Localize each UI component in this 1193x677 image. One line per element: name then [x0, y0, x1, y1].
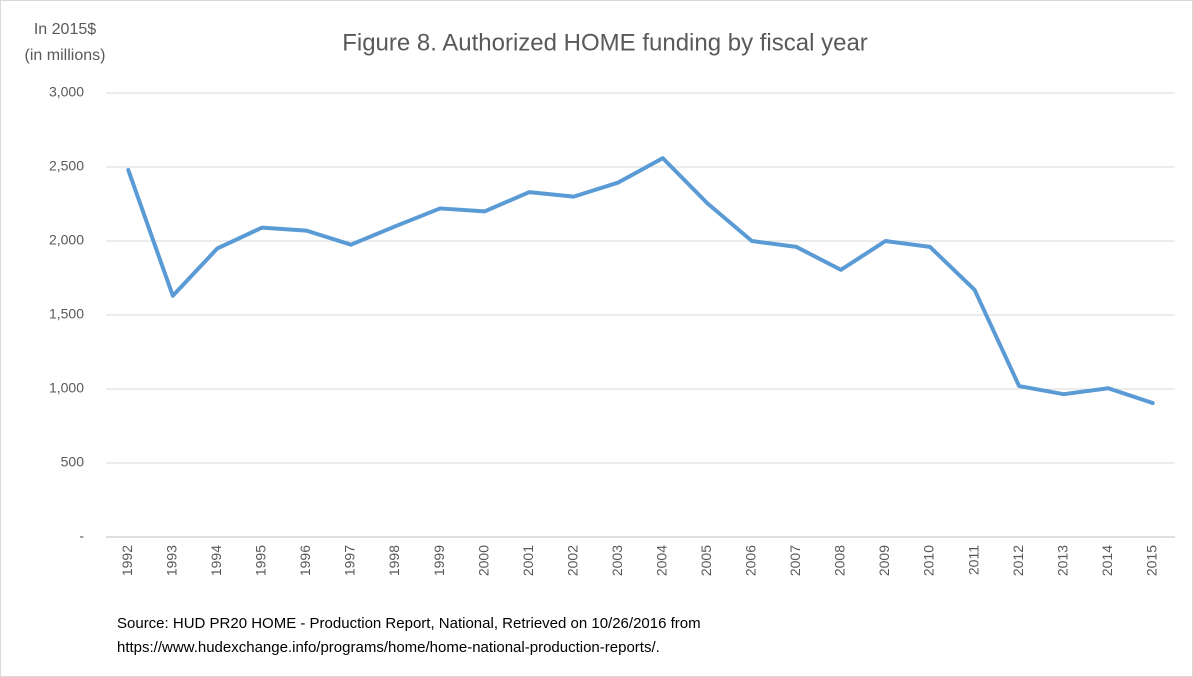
x-tick-label: 2013 — [1054, 545, 1070, 576]
x-tick-label: 1998 — [386, 545, 402, 576]
x-tick-label: 1997 — [342, 545, 358, 576]
x-tick-label: 1994 — [208, 545, 224, 576]
x-tick-label: 2012 — [1010, 545, 1026, 576]
x-tick-label: 2008 — [832, 545, 848, 576]
y-axis-label: In 2015$ — [34, 21, 96, 38]
x-tick-label: 2003 — [609, 545, 625, 576]
source-note: Source: HUD PR20 HOME - Production Repor… — [117, 615, 701, 632]
x-tick-label: 2014 — [1099, 545, 1115, 576]
x-tick-label: 2000 — [475, 545, 491, 576]
x-tick-label: 2001 — [520, 545, 536, 576]
y-tick-label: - — [79, 528, 84, 544]
x-tick-label: 2002 — [564, 545, 580, 576]
y-tick-label: 1,000 — [49, 380, 84, 396]
source-note: https://www.hudexchange.info/programs/ho… — [117, 639, 660, 656]
x-tick-label: 2007 — [787, 545, 803, 576]
x-tick-label: 1992 — [119, 545, 135, 576]
chart-title: Figure 8. Authorized HOME funding by fis… — [342, 29, 868, 56]
x-tick-label: 1993 — [164, 545, 180, 576]
x-tick-label: 2006 — [743, 545, 759, 576]
x-tick-label: 2011 — [965, 545, 981, 575]
x-tick-label: 1996 — [297, 545, 313, 576]
y-tick-label: 3,000 — [49, 84, 84, 100]
y-tick-label: 1,500 — [49, 306, 84, 322]
y-tick-label: 500 — [61, 454, 85, 470]
x-tick-label: 2009 — [876, 545, 892, 576]
x-tick-label: 1995 — [253, 545, 269, 576]
x-tick-label: 1999 — [431, 545, 447, 576]
x-tick-label: 2010 — [921, 545, 937, 576]
x-tick-label: 2015 — [1143, 545, 1159, 576]
y-tick-label: 2,500 — [49, 158, 84, 174]
x-tick-label: 2005 — [698, 545, 714, 576]
line-series — [126, 156, 1155, 406]
y-tick-label: 2,000 — [49, 232, 84, 248]
y-axis-label: (in millions) — [25, 47, 106, 64]
x-tick-label: 2004 — [653, 545, 669, 576]
